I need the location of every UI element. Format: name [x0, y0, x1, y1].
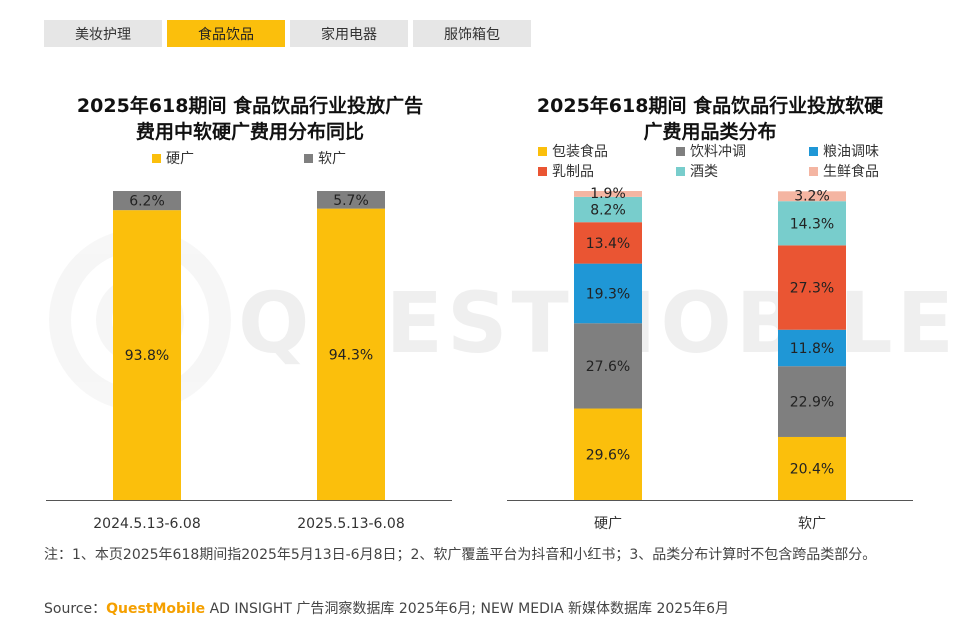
- legend-item: 软广: [304, 149, 346, 167]
- legend-item: 粮油调味: [809, 142, 879, 160]
- legend-label: 乳制品: [552, 164, 594, 180]
- legend-swatch: [152, 153, 161, 163]
- legend-item: 饮料冲调: [676, 142, 746, 160]
- tab-apparel-bags[interactable]: 服饰箱包: [413, 20, 531, 47]
- right-chart-title-line1: 2025年618期间 食品饮品行业投放软硬: [536, 95, 884, 117]
- legend-label: 粮油调味: [823, 144, 879, 160]
- legend-item: 硬广: [152, 149, 194, 167]
- legend-item: 包装食品: [538, 142, 608, 160]
- legend-swatch: [676, 166, 685, 176]
- legend-item: 乳制品: [538, 162, 594, 180]
- legend-label: 硬广: [166, 151, 194, 167]
- legend-swatch: [538, 146, 547, 156]
- legend-label: 酒类: [690, 164, 718, 180]
- watermark-logo-icon: [49, 229, 231, 411]
- legend-swatch: [538, 166, 547, 176]
- footnote: 注：1、本页2025年618期间指2025年5月13日-6月8日；2、软广覆盖平…: [44, 547, 877, 563]
- watermark-text: QUESTMOBILE: [238, 274, 958, 372]
- left-chart-title-line1: 2025年618期间 食品饮品行业投放广告: [76, 95, 424, 117]
- left-chart-title-line2: 费用中软硬广费用分布同比: [135, 121, 364, 143]
- legend-label: 生鲜食品: [823, 164, 879, 180]
- source-rest: AD INSIGHT 广告洞察数据库 2025年6月; NEW MEDIA 新媒…: [205, 601, 730, 617]
- category-tabs: 美妆护理 食品饮品 家用电器 服饰箱包: [44, 20, 531, 47]
- legend-label: 饮料冲调: [690, 144, 746, 160]
- legend-label: 软广: [318, 151, 346, 167]
- right-chart-title-line2: 广费用品类分布: [643, 121, 777, 143]
- tab-home-appliance[interactable]: 家用电器: [290, 20, 408, 47]
- right-chart-title: 2025年618期间 食品饮品行业投放软硬 广费用品类分布: [500, 93, 920, 145]
- legend-swatch: [304, 153, 313, 163]
- left-chart-title: 2025年618期间 食品饮品行业投放广告 费用中软硬广费用分布同比: [40, 93, 460, 145]
- legend-item: 酒类: [676, 162, 718, 180]
- source-line: Source：QuestMobile AD INSIGHT 广告洞察数据库 20…: [44, 598, 729, 618]
- tab-food-beverage[interactable]: 食品饮品: [167, 20, 285, 47]
- legend-swatch: [809, 166, 818, 176]
- source-brand: QuestMobile: [106, 601, 206, 617]
- legend-label: 包装食品: [552, 144, 608, 160]
- legend-swatch: [676, 146, 685, 156]
- tab-beauty[interactable]: 美妆护理: [44, 20, 162, 47]
- source-prefix: Source：: [44, 601, 107, 617]
- legend-item: 生鲜食品: [809, 162, 879, 180]
- legend-swatch: [809, 146, 818, 156]
